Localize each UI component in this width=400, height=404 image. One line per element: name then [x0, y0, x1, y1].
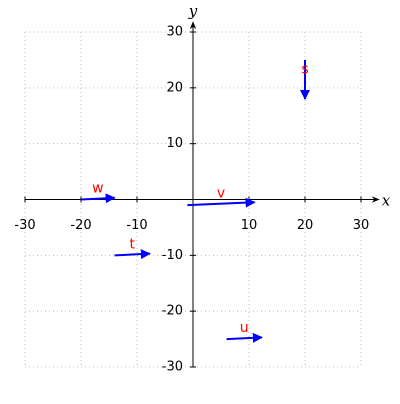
y-tick-label: -10	[162, 248, 183, 263]
x-tick-label: -10	[126, 218, 147, 233]
vector-label: v	[217, 186, 225, 202]
x-tick-label: 10	[241, 218, 258, 233]
x-tick-label: 20	[297, 218, 314, 233]
y-tick-label: 20	[166, 80, 183, 95]
x-tick-label: 30	[353, 218, 370, 233]
x-axis-label: x	[382, 192, 391, 210]
y-tick-label: 10	[166, 136, 183, 151]
vector-label: s	[301, 61, 308, 77]
vector-label: t	[129, 236, 135, 252]
y-tick-label: -30	[162, 360, 183, 375]
axes: -30 -20 -10 10 20 30 -30 -20 -10 10 20 30 x y	[14, 2, 390, 375]
vector-label: w	[92, 181, 103, 197]
vectors: s v w t u	[80, 59, 310, 343]
x-tick-label: -30	[14, 218, 35, 233]
vector-label: u	[240, 320, 249, 336]
vector-arrow	[80, 193, 116, 204]
y-tick-label: 30	[166, 25, 183, 40]
vector-arrow	[187, 197, 256, 208]
y-tick-label: -20	[162, 304, 183, 319]
vector-arrow	[114, 249, 151, 260]
vector-arrow	[226, 332, 263, 343]
x-tick-label: -20	[70, 218, 91, 233]
y-axis-label: y	[188, 2, 198, 20]
